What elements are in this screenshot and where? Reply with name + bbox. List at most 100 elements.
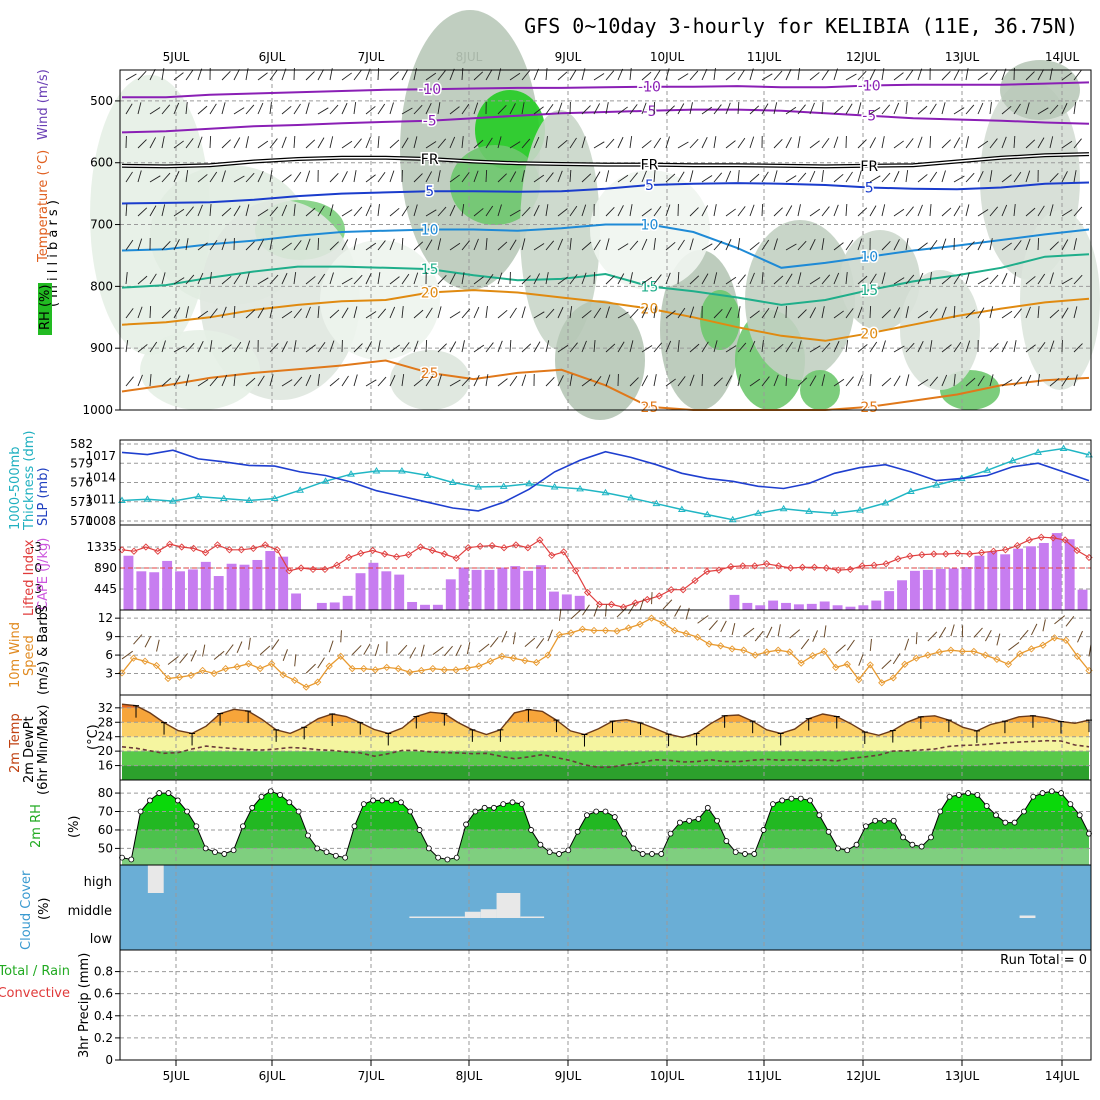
- wind-barb: [437, 70, 446, 81]
- cape-bar: [239, 564, 250, 610]
- rh-marker: [667, 830, 674, 837]
- wind-speed-marker: [1016, 650, 1024, 658]
- wind-barb: [221, 374, 228, 387]
- wind-speed-marker: [498, 652, 506, 660]
- lifted-index-marker: [918, 551, 926, 559]
- wind-speed-marker: [682, 629, 690, 638]
- wind-barb: [1061, 140, 1073, 149]
- wind-barb: [785, 373, 788, 387]
- panel-frame: [119, 949, 1092, 1061]
- wind-barb: [329, 241, 339, 251]
- y-tick-label: 50: [98, 841, 113, 855]
- wind-barb: [341, 140, 353, 149]
- wind-barb: [329, 272, 334, 285]
- wind-barb: [1065, 616, 1075, 627]
- wind-barb: [869, 273, 877, 285]
- wind-barb: [341, 209, 353, 217]
- wind-barb: [773, 102, 778, 115]
- thickness-tick-label: 579: [70, 456, 93, 470]
- y-tick-label: 28: [98, 715, 113, 729]
- wind-barb: [1061, 375, 1069, 387]
- wind-barb: [917, 204, 923, 217]
- wind-barb: [509, 171, 517, 183]
- temp-band: [122, 751, 1089, 766]
- lifted-index-marker: [178, 543, 186, 551]
- wind-barb: [509, 103, 516, 115]
- wind-barb: [233, 107, 245, 115]
- wind-barb: [593, 604, 599, 617]
- wind-barb: [293, 204, 296, 217]
- wind-barb: [639, 598, 645, 611]
- wind-barb: [641, 102, 647, 115]
- wind-barb: [413, 378, 424, 387]
- lifted-index-marker: [249, 544, 257, 553]
- wind-barb: [509, 375, 518, 387]
- rh-marker: [1048, 788, 1055, 795]
- wind-barb: [857, 306, 863, 319]
- lifted-index-marker: [894, 555, 902, 563]
- cloud-unit-label: (%): [37, 898, 52, 921]
- wind-barb: [485, 238, 488, 251]
- wind-barb: [449, 136, 456, 149]
- thickness-line: [121, 447, 1090, 521]
- wind-barb: [665, 340, 672, 353]
- wind-barb: [245, 340, 251, 353]
- wind-barb: [953, 69, 960, 81]
- wind-barb: [293, 103, 301, 115]
- lifted-index-marker: [691, 576, 699, 585]
- wind-barb: [1061, 72, 1072, 81]
- wind-barb: [294, 654, 297, 667]
- wind-barb: [236, 641, 243, 653]
- wind-barb: [1061, 239, 1069, 251]
- wind-barb: [929, 171, 938, 183]
- cape-bar: [961, 567, 972, 610]
- wind-barb: [233, 273, 241, 285]
- wind-barb: [713, 104, 722, 115]
- wind-barb: [317, 205, 325, 217]
- lifted-index-marker: [1001, 546, 1010, 554]
- wind-barb: [233, 341, 242, 353]
- wind-barb: [869, 205, 877, 217]
- wind-barb: [737, 274, 746, 285]
- wind-barb: [617, 68, 624, 81]
- rh-marker: [193, 823, 200, 830]
- wind-barb: [653, 170, 656, 183]
- rh-marker: [695, 815, 702, 822]
- wind-speed-marker: [279, 671, 287, 679]
- lifted-index-marker: [345, 553, 353, 562]
- rh-marker: [165, 790, 172, 796]
- date-label-bottom: 8JUL: [456, 1069, 483, 1083]
- wind-barb: [809, 239, 816, 251]
- thickness-marker: [525, 479, 534, 487]
- wind-barb: [1025, 344, 1036, 353]
- temp2m-axis-label: 2m Temp: [8, 713, 23, 773]
- wind-barb: [725, 276, 737, 285]
- cape-bar: [136, 571, 147, 610]
- wind-barb: [545, 340, 550, 353]
- wind-speed-marker: [924, 651, 932, 659]
- wind-barb: [269, 102, 272, 115]
- wind-barb: [797, 340, 802, 353]
- wind-barb: [425, 209, 437, 217]
- wind-barb: [269, 206, 279, 217]
- cloud-block: [480, 909, 497, 918]
- wind-barb: [629, 377, 639, 387]
- cape-bar: [858, 605, 869, 610]
- rh-marker: [528, 827, 535, 833]
- cape-bar: [561, 594, 572, 610]
- wind-barb: [329, 104, 339, 115]
- wind-barb: [489, 636, 499, 648]
- wind-barb: [365, 136, 371, 149]
- wind-barb: [581, 310, 592, 319]
- rh-marker: [946, 793, 953, 800]
- rh-marker: [435, 854, 442, 861]
- date-label-bottom: 12JUL: [846, 1069, 881, 1083]
- wind-barb: [905, 306, 909, 319]
- wind-barb: [869, 69, 876, 81]
- date-label-bottom: 5JUL: [163, 1069, 190, 1083]
- wind-barb: [953, 175, 965, 183]
- y-tick-label: 0: [105, 1053, 113, 1067]
- wind-barb: [581, 204, 587, 217]
- wind-barb: [809, 208, 821, 217]
